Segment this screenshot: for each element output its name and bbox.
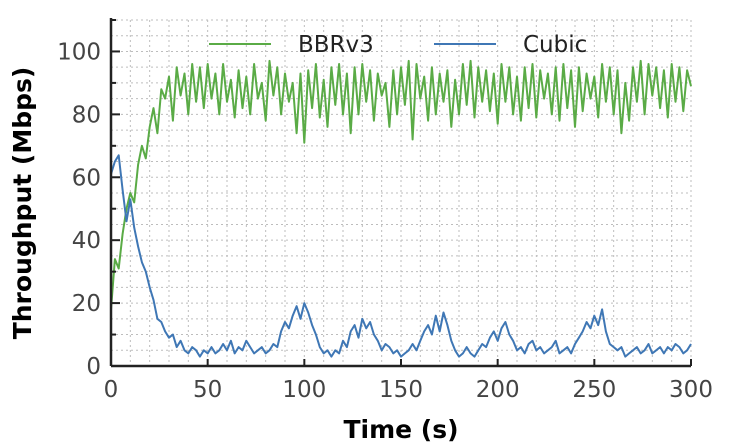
y-tick-label: 80 xyxy=(72,102,101,128)
legend-label-cubic: Cubic xyxy=(523,32,587,58)
legend: BBRv3 Cubic xyxy=(209,32,587,58)
y-tick-label: 0 xyxy=(86,354,101,380)
tick-labels: 0 50 100 150 200 250 300 0 20 40 60 80 100 xyxy=(57,39,713,403)
x-tick-label: 200 xyxy=(476,377,520,403)
y-tick-label: 100 xyxy=(57,39,101,65)
x-tick-label: 50 xyxy=(193,377,222,403)
series-line-bbrv3 xyxy=(110,59,692,310)
x-tick-label: 250 xyxy=(572,377,616,403)
x-tick-label: 100 xyxy=(282,377,326,403)
x-axis-title: Time (s) xyxy=(343,415,458,444)
x-tick-label: 300 xyxy=(669,377,713,403)
x-tick-label: 0 xyxy=(104,377,119,403)
y-tick-label: 60 xyxy=(72,165,101,191)
y-tick-label: 40 xyxy=(72,228,101,254)
y-tick-label: 20 xyxy=(72,291,101,317)
legend-label-bbrv3: BBRv3 xyxy=(298,32,374,58)
axes xyxy=(109,18,692,368)
series-line-cubic xyxy=(110,154,692,358)
x-tick-label: 150 xyxy=(379,377,423,403)
series-lines xyxy=(110,59,692,358)
y-axis-title: Throughput (Mbps) xyxy=(8,67,37,340)
